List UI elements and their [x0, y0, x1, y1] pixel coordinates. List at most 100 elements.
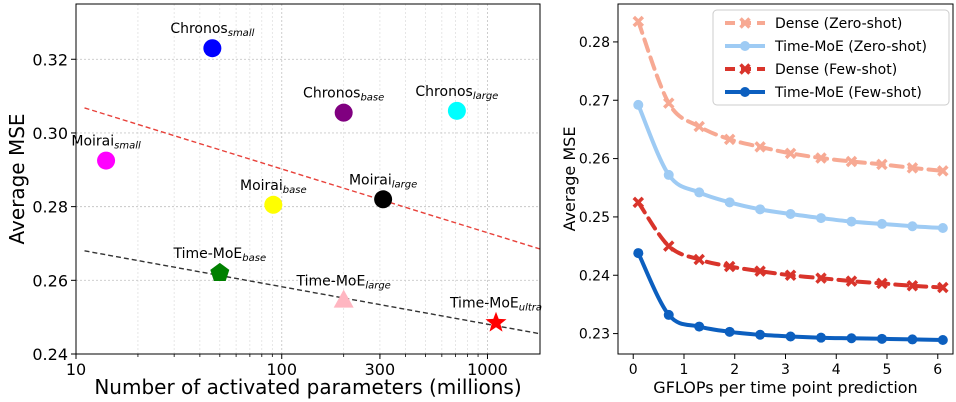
point-time-moe-ultra: [485, 311, 507, 332]
right-x-axis-label: GFLOPs per time point prediction: [653, 378, 917, 397]
point-label: Time-MoElarge: [296, 274, 391, 292]
data-point: [754, 141, 766, 153]
x-tick-label: 0: [629, 362, 638, 378]
data-point: [723, 133, 736, 146]
y-tick-label: 0.24: [579, 268, 610, 284]
x-tick-label: 300: [365, 360, 396, 379]
data-point: [846, 333, 857, 344]
data-point: [694, 321, 705, 332]
x-tick-label: 2: [730, 362, 739, 378]
series-line-time-moe-few-shot: [636, 251, 945, 342]
left-plot-frame: [75, 3, 541, 355]
data-point: [663, 97, 675, 109]
series-dense-few-shot: [632, 196, 949, 294]
y-tick-label: 0.25: [579, 210, 610, 226]
x-tick-label: 3: [781, 362, 790, 378]
point-moirai-large: [374, 190, 393, 209]
point-chronos-large: [447, 101, 466, 120]
data-point: [754, 265, 766, 277]
data-point: [845, 275, 858, 287]
legend-marker: [739, 63, 751, 75]
data-point: [937, 281, 949, 294]
y-tick-label: 0.30: [32, 124, 68, 143]
right-chart: 0 1 2 3 4 5 6 0.23 0.24 0.25 0.26 0.27 0.28 GFLOPs pe…: [560, 3, 954, 397]
x-tick-label: 100: [266, 360, 297, 379]
data-point: [816, 332, 827, 343]
data-point: [663, 240, 675, 252]
left-x-axis-label: Number of activated parameters (millions…: [94, 375, 521, 399]
data-point: [724, 197, 735, 208]
point-time-moe-large: [333, 289, 354, 308]
legend-box: [712, 9, 950, 106]
y-tick-label: 0.27: [579, 93, 610, 109]
legend-item: Dense (Zero-shot): [725, 16, 902, 32]
point-label: Moirailarge: [349, 172, 417, 190]
legend-label: Dense (Few-shot): [775, 62, 897, 78]
data-point: [846, 216, 857, 227]
data-point: [937, 223, 948, 233]
x-tick-label: 1: [680, 362, 689, 378]
data-point: [693, 253, 705, 266]
point-label: Time-MoEultra: [449, 296, 542, 314]
x-tick-label: 4: [832, 362, 841, 378]
y-tick-label: 0.28: [32, 198, 68, 217]
point-chronos-base: [334, 103, 353, 122]
data-point: [784, 269, 797, 281]
data-point: [816, 213, 827, 224]
data-point: [785, 331, 796, 342]
data-point: [907, 334, 918, 345]
legend-item: Time-MoE (Zero-shot): [725, 39, 927, 55]
data-point: [876, 277, 888, 290]
series-dense-zero-shot: [632, 15, 949, 177]
data-point: [663, 169, 674, 180]
data-point: [632, 196, 645, 209]
point-chronos-small: [203, 39, 222, 58]
point-label: Chronossmall: [170, 21, 254, 39]
data-point: [937, 335, 948, 345]
data-point: [937, 165, 949, 177]
data-point: [723, 260, 736, 273]
data-point: [785, 209, 796, 219]
data-point: [693, 120, 705, 133]
legend-label: Time-MoE (Zero-shot): [774, 39, 927, 55]
legend-marker: [740, 87, 750, 97]
point-label: Chronoslarge: [415, 84, 498, 102]
data-point: [906, 162, 919, 174]
legend-item: Time-MoE (Few-shot): [725, 85, 922, 101]
point-moirai-base: [264, 195, 283, 214]
left-trendline-2: [84, 250, 541, 335]
legend-label: Dense (Zero-shot): [775, 16, 902, 32]
point-label: Moiraibase: [240, 178, 307, 196]
data-point: [633, 248, 644, 259]
left-chart: Chronossmall Chronosbase Chronoslarge Moira…: [5, 3, 542, 399]
data-point: [907, 221, 918, 232]
series-time-moe-few-shot: [633, 248, 948, 345]
x-tick-label: 1000: [467, 360, 508, 379]
left-trendline-1: [84, 107, 541, 250]
data-point: [815, 272, 827, 284]
legend-marker: [739, 17, 751, 29]
point-label: Moiraismall: [71, 134, 141, 152]
y-tick-label: 0.26: [32, 271, 68, 290]
legend-marker: [740, 41, 750, 51]
data-point: [876, 158, 888, 171]
left-y-axis-label: Average MSE: [5, 113, 29, 244]
y-tick-label: 0.23: [579, 327, 610, 343]
y-tick-label: 0.26: [579, 152, 610, 168]
series-time-moe-zero-shot: [633, 99, 948, 233]
data-point: [755, 204, 766, 215]
point-moirai-small: [97, 151, 116, 170]
y-tick-label: 0.32: [32, 50, 68, 69]
right-y-axis-label: Average MSE: [560, 127, 579, 232]
data-point: [784, 147, 797, 160]
data-point: [906, 280, 919, 292]
point-time-moe-base: [210, 262, 230, 281]
point-label: Chronosbase: [303, 86, 384, 104]
data-point: [876, 218, 887, 229]
data-point: [815, 152, 827, 164]
point-label: Time-MoEbase: [172, 246, 266, 264]
data-point: [876, 333, 887, 344]
data-point: [633, 99, 644, 110]
data-point: [632, 15, 645, 28]
